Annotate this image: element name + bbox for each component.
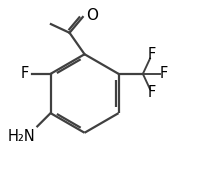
Text: H₂N: H₂N (8, 129, 36, 144)
Text: O: O (86, 8, 98, 23)
Text: F: F (21, 66, 29, 81)
Text: F: F (148, 85, 156, 100)
Text: F: F (148, 47, 156, 62)
Text: F: F (160, 66, 168, 81)
